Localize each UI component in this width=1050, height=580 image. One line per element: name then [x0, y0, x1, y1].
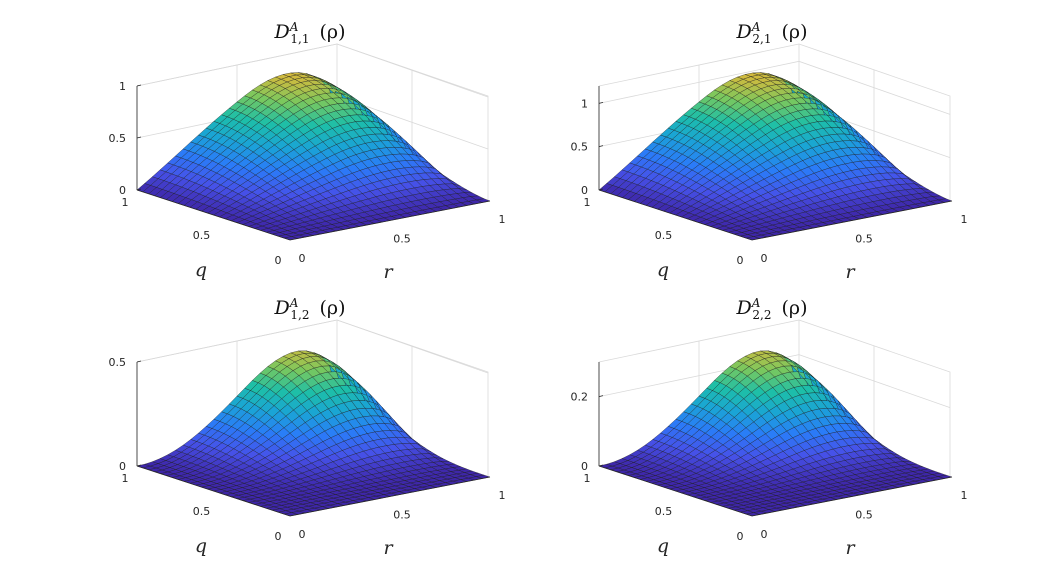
q-axis-label: q — [195, 535, 207, 557]
r-axis-line — [751, 200, 953, 241]
surface-mesh — [136, 72, 491, 241]
q-tick-label: 0.5 — [655, 229, 673, 242]
title-letter: D — [273, 21, 289, 43]
r-axis-line — [289, 200, 491, 241]
z-tick-label: 0 — [581, 460, 588, 473]
r-tick-label: 0.5 — [855, 233, 873, 246]
r-axis-label: r — [845, 261, 856, 283]
q-axis-line — [598, 465, 753, 517]
r-tick-label: 0 — [761, 528, 768, 541]
title-superscript: A — [751, 296, 761, 310]
z-tick-label: 1 — [581, 97, 588, 110]
z-tick — [136, 136, 142, 139]
z-gridline — [598, 354, 951, 409]
r-axis-line — [289, 476, 491, 517]
title-superscript: A — [751, 20, 761, 34]
z-tick — [136, 84, 142, 87]
title-subscript: 2,2 — [752, 308, 771, 322]
r-tick-label: 1 — [499, 213, 506, 226]
q-tick-label: 0.5 — [193, 229, 211, 242]
r-tick-label: 1 — [961, 489, 968, 502]
q-tick-label: 0.5 — [655, 505, 673, 518]
surface-mesh — [598, 72, 953, 241]
q-tick-label: 0.5 — [193, 505, 211, 518]
q-axis-label: q — [195, 259, 207, 281]
q-tick-label: 0 — [737, 530, 744, 543]
q-tick-label: 1 — [584, 196, 591, 209]
z-tick — [136, 360, 142, 363]
r-tick-label: 1 — [961, 213, 968, 226]
q-tick-label: 1 — [122, 196, 129, 209]
surface-mesh — [598, 350, 953, 517]
z-gridline — [136, 319, 489, 374]
z-tick-label: 1 — [119, 80, 126, 93]
r-tick-label: 0.5 — [393, 233, 411, 246]
z-tick — [598, 395, 604, 398]
title-letter: D — [735, 21, 751, 43]
z-gridline — [136, 43, 489, 98]
r-axis-label: r — [383, 261, 394, 283]
z-tick-label: 0 — [581, 184, 588, 197]
q-axis-label: q — [657, 535, 669, 557]
chart-title: DA 2,1 (ρ) — [735, 20, 807, 46]
q-axis-line — [598, 189, 753, 241]
z-gridline — [598, 60, 951, 115]
q-tick-label: 1 — [122, 472, 129, 485]
r-tick-label: 0.5 — [393, 509, 411, 522]
q-tick-label: 0 — [275, 254, 282, 267]
r-tick-label: 0 — [299, 528, 306, 541]
title-argument: (ρ) — [313, 21, 345, 43]
title-argument: (ρ) — [313, 297, 345, 319]
q-tick-label: 0 — [275, 530, 282, 543]
r-axis-label: r — [383, 537, 394, 559]
title-subscript: 1,1 — [290, 32, 309, 46]
z-tick — [598, 188, 604, 191]
r-axis-label: r — [845, 537, 856, 559]
title-argument: (ρ) — [775, 21, 807, 43]
title-subscript: 2,1 — [752, 32, 771, 46]
title-superscript: A — [289, 20, 299, 34]
q-axis-line — [136, 465, 291, 517]
z-tick — [136, 464, 142, 467]
z-tick-label: 0.5 — [109, 356, 127, 369]
r-axis-line — [751, 476, 953, 517]
z-tick — [598, 101, 604, 104]
title-letter: D — [735, 297, 751, 319]
z-tick-label: 0 — [119, 460, 126, 473]
surface-mesh — [136, 350, 491, 517]
chart-title: DA 1,1 (ρ) — [273, 20, 345, 46]
q-axis-label: q — [657, 259, 669, 281]
title-subscript: 1,2 — [290, 308, 309, 322]
chart-title: DA 1,2 (ρ) — [273, 296, 345, 322]
title-letter: D — [273, 297, 289, 319]
title-argument: (ρ) — [775, 297, 807, 319]
z-tick — [598, 145, 604, 148]
r-tick-label: 1 — [499, 489, 506, 502]
z-tick-label: 0.2 — [571, 391, 589, 404]
q-axis-line — [136, 189, 291, 241]
title-superscript: A — [289, 296, 299, 310]
z-tick — [598, 464, 604, 467]
z-tick-label: 0.5 — [571, 141, 589, 154]
z-tick-label: 0.5 — [109, 132, 127, 145]
q-tick-label: 0 — [737, 254, 744, 267]
r-tick-label: 0 — [761, 252, 768, 265]
r-tick-label: 0.5 — [855, 509, 873, 522]
z-tick-label: 0 — [119, 184, 126, 197]
chart-title: DA 2,2 (ρ) — [735, 296, 807, 322]
q-tick-label: 1 — [584, 472, 591, 485]
z-tick — [136, 188, 142, 191]
r-tick-label: 0 — [299, 252, 306, 265]
